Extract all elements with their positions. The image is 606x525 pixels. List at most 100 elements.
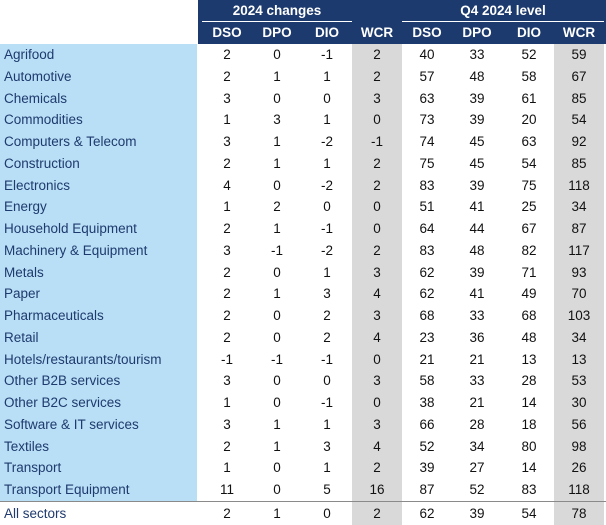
cell-value: 61 <box>521 90 537 106</box>
row-label: Chemicals <box>4 90 68 106</box>
cell-value: 11 <box>219 482 234 497</box>
cell-value: 1 <box>273 286 281 302</box>
cell-value: 52 <box>469 482 485 497</box>
cell-value: 3 <box>223 90 231 106</box>
cell-value: 52 <box>521 47 537 62</box>
group-rule <box>402 21 604 22</box>
cell-value: 83 <box>419 177 435 193</box>
cell-value: 64 <box>419 221 435 236</box>
cell-value: 4 <box>373 286 381 302</box>
cell-value: 83 <box>419 242 435 258</box>
row-label: Transport Equipment <box>4 482 130 497</box>
cell-value: 59 <box>571 47 587 62</box>
cell-value: 41 <box>469 199 485 215</box>
cell-value: 1 <box>273 505 281 521</box>
cell-value: 53 <box>571 373 587 389</box>
cell-value: 54 <box>571 112 587 128</box>
column-header: DSO <box>412 25 442 40</box>
cell-value: 21 <box>469 395 485 410</box>
cell-value: 57 <box>419 68 435 84</box>
cell-value: 21 <box>419 351 435 367</box>
cell-value: 1 <box>323 68 331 84</box>
cell-value: 39 <box>469 112 485 128</box>
cell-value: 39 <box>419 460 435 476</box>
cell-value: 0 <box>273 329 281 345</box>
cell-value: 34 <box>571 329 587 345</box>
row-label: Pharmaceuticals <box>4 308 104 323</box>
cell-value: -1 <box>320 395 333 410</box>
cell-value: 4 <box>373 329 381 345</box>
cell-value: 13 <box>521 351 537 367</box>
cell-value: 0 <box>373 199 381 215</box>
cell-value: 40 <box>419 47 435 62</box>
column-header: DIO <box>516 25 541 40</box>
cell-value: -2 <box>320 242 333 258</box>
cell-value: 3 <box>373 90 381 106</box>
cell-value: 2 <box>223 221 231 236</box>
wcr-shade <box>352 44 402 525</box>
cell-value: 2 <box>223 438 231 454</box>
cell-value: 58 <box>521 68 537 84</box>
cell-value: 1 <box>223 395 231 410</box>
cell-value: 117 <box>568 242 590 258</box>
cell-value: 30 <box>571 395 587 410</box>
cell-value: 85 <box>571 155 587 171</box>
cell-value: 75 <box>521 177 537 193</box>
cell-value: 41 <box>469 286 485 302</box>
row-label: Hotels/restaurants/tourism <box>4 351 162 367</box>
cell-value: 1 <box>323 112 331 128</box>
row-label: Textiles <box>4 438 50 454</box>
cell-value: 39 <box>469 90 485 106</box>
cell-value: 103 <box>567 308 591 323</box>
cell-value: 2 <box>323 329 331 345</box>
row-label: Metals <box>4 264 44 280</box>
row-label: Electronics <box>4 177 71 193</box>
cell-value: 33 <box>469 47 485 62</box>
cell-value: 39 <box>469 264 485 280</box>
cell-value: 3 <box>323 438 331 454</box>
row-label: All sectors <box>4 505 67 521</box>
cell-value: 14 <box>521 460 537 476</box>
cell-value: 3 <box>323 286 331 302</box>
cell-value: 78 <box>571 505 587 521</box>
group-header: 2024 changes <box>232 3 322 18</box>
cell-value: 92 <box>571 134 587 149</box>
cell-value: 85 <box>571 90 587 106</box>
cell-value: 38 <box>419 395 435 410</box>
cell-value: 82 <box>521 242 537 258</box>
cell-value: 0 <box>273 47 281 62</box>
cell-value: -2 <box>320 134 333 149</box>
cell-value: 3 <box>373 308 381 323</box>
cell-value: 27 <box>469 460 485 476</box>
cell-value: 73 <box>419 112 435 128</box>
cell-value: 67 <box>571 68 587 84</box>
cell-value: 1 <box>223 199 231 215</box>
cell-value: 0 <box>373 221 381 236</box>
cell-value: 26 <box>571 460 587 476</box>
cell-value: 2 <box>273 199 281 215</box>
column-header: DIO <box>314 25 339 40</box>
cell-value: 45 <box>469 134 485 149</box>
cell-value: 1 <box>223 112 231 128</box>
cell-value: 3 <box>373 264 381 280</box>
cell-value: 67 <box>521 221 537 236</box>
column-header: DSO <box>212 25 242 40</box>
cell-value: 39 <box>469 505 485 521</box>
cell-value: 2 <box>223 47 231 62</box>
cell-value: 1 <box>273 134 281 149</box>
cell-value: 80 <box>521 438 537 454</box>
cell-value: 2 <box>373 460 381 476</box>
cell-value: 54 <box>521 155 537 171</box>
cell-value: 2 <box>373 68 381 84</box>
cell-value: 1 <box>323 155 331 171</box>
cell-value: 48 <box>469 68 485 84</box>
cell-value: 118 <box>568 482 590 497</box>
cell-value: 52 <box>419 438 435 454</box>
cell-value: -1 <box>320 221 333 236</box>
cell-value: 63 <box>521 134 537 149</box>
cell-value: 51 <box>419 199 435 215</box>
cell-value: 2 <box>373 242 381 258</box>
cell-value: 36 <box>469 329 485 345</box>
cell-value: 39 <box>469 177 485 193</box>
cell-value: 93 <box>571 264 587 280</box>
